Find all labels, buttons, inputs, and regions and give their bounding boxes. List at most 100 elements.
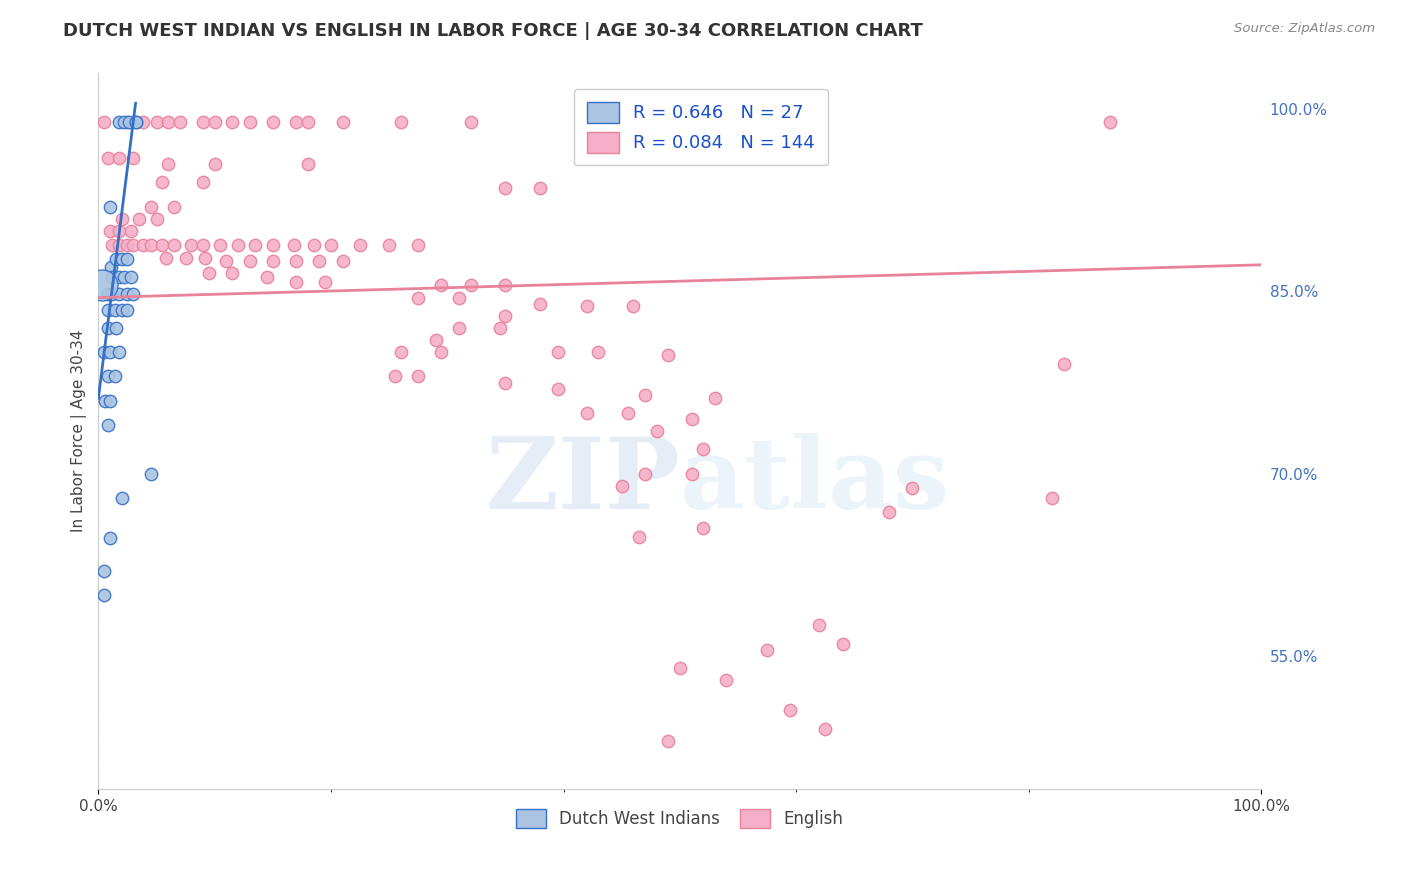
- Point: [93, 345, 115, 359]
- Point: [120, 269, 142, 284]
- Point: [155, 251, 177, 265]
- Point: [104, 369, 127, 384]
- Point: [681, 412, 703, 426]
- Point: [669, 661, 692, 675]
- Point: [98, 224, 121, 238]
- Point: [628, 530, 651, 544]
- Text: Source: ZipAtlas.com: Source: ZipAtlas.com: [1234, 22, 1375, 36]
- Point: [110, 491, 132, 505]
- Point: [460, 114, 482, 128]
- Point: [716, 673, 738, 687]
- Point: [209, 238, 232, 252]
- Point: [163, 238, 186, 252]
- Point: [97, 369, 120, 384]
- Point: [139, 467, 162, 481]
- Point: [634, 387, 657, 401]
- Point: [494, 309, 516, 323]
- Point: [97, 151, 120, 165]
- Point: [378, 238, 401, 252]
- Point: [302, 238, 325, 252]
- Point: [97, 287, 120, 301]
- Point: [494, 376, 516, 390]
- Point: [692, 442, 714, 457]
- Point: [93, 564, 115, 578]
- Point: [297, 114, 319, 128]
- Y-axis label: In Labor Force | Age 30-34: In Labor Force | Age 30-34: [72, 330, 87, 533]
- Point: [94, 393, 117, 408]
- Point: [191, 175, 214, 189]
- Point: [547, 345, 569, 359]
- Point: [108, 345, 131, 359]
- Point: [262, 254, 284, 268]
- Point: [389, 345, 412, 359]
- Legend: Dutch West Indians, English: Dutch West Indians, English: [509, 802, 851, 835]
- Point: [877, 505, 900, 519]
- Point: [221, 114, 243, 128]
- Point: [117, 114, 139, 128]
- Point: [110, 211, 132, 226]
- Point: [657, 733, 679, 747]
- Point: [101, 269, 124, 284]
- Point: [314, 275, 336, 289]
- Point: [1053, 357, 1076, 371]
- Point: [610, 479, 633, 493]
- Point: [180, 238, 202, 252]
- Point: [169, 114, 191, 128]
- Point: [488, 321, 510, 335]
- Point: [447, 291, 470, 305]
- Point: [645, 424, 668, 438]
- Point: [756, 642, 779, 657]
- Point: [110, 302, 132, 317]
- Point: [285, 114, 308, 128]
- Point: [108, 238, 131, 252]
- Point: [104, 302, 127, 317]
- Point: [97, 321, 120, 335]
- Point: [117, 238, 139, 252]
- Point: [122, 151, 145, 165]
- Point: [93, 114, 115, 128]
- Point: [128, 211, 150, 226]
- Point: [588, 114, 610, 128]
- Point: [681, 467, 703, 481]
- Point: [349, 238, 371, 252]
- Point: [145, 114, 167, 128]
- Point: [389, 114, 412, 128]
- Point: [779, 703, 801, 717]
- Point: [406, 369, 429, 384]
- Point: [814, 722, 837, 736]
- Point: [238, 114, 260, 128]
- Point: [112, 114, 135, 128]
- Point: [131, 114, 153, 128]
- Point: [157, 114, 180, 128]
- Point: [110, 252, 132, 266]
- Point: [332, 114, 354, 128]
- Point: [204, 114, 226, 128]
- Point: [117, 114, 139, 128]
- Point: [104, 321, 127, 335]
- Point: [139, 200, 162, 214]
- Point: [108, 114, 131, 128]
- Point: [460, 278, 482, 293]
- Point: [657, 348, 679, 362]
- Point: [262, 238, 284, 252]
- Point: [101, 287, 124, 301]
- Point: [256, 269, 278, 284]
- Point: [191, 114, 214, 128]
- Point: [124, 114, 146, 128]
- Point: [616, 406, 638, 420]
- Point: [238, 254, 260, 268]
- Point: [93, 588, 115, 602]
- Point: [308, 254, 330, 268]
- Point: [529, 296, 551, 310]
- Point: [150, 175, 173, 189]
- Point: [131, 238, 153, 252]
- Point: [122, 287, 145, 301]
- Text: DUTCH WEST INDIAN VS ENGLISH IN LABOR FORCE | AGE 30-34 CORRELATION CHART: DUTCH WEST INDIAN VS ENGLISH IN LABOR FO…: [63, 22, 924, 40]
- Point: [245, 238, 267, 252]
- Point: [1099, 114, 1122, 128]
- Point: [90, 278, 112, 293]
- Point: [157, 157, 180, 171]
- Point: [575, 406, 598, 420]
- Point: [98, 345, 121, 359]
- Point: [150, 238, 173, 252]
